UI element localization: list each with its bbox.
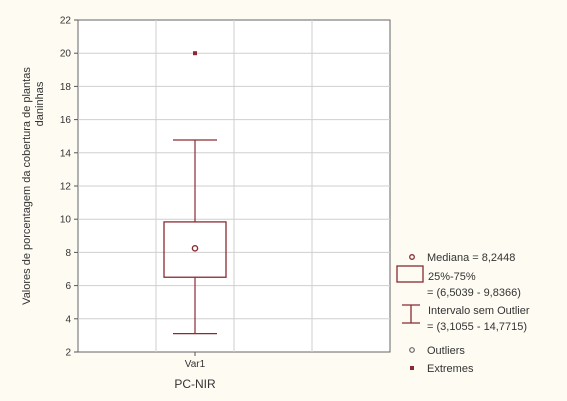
x-tick-label: Var1	[185, 359, 206, 370]
legend-label: 25%-75%	[428, 271, 476, 283]
y-tick-label: 6	[65, 281, 71, 292]
legend-extreme-marker	[410, 366, 414, 370]
legend-label: = (6,5039 - 9,8366)	[427, 287, 521, 299]
legend-outlier-marker	[409, 347, 415, 353]
legend-median-marker	[409, 254, 415, 260]
y-tick-label: 12	[60, 182, 72, 193]
y-tick-label: 20	[60, 49, 72, 60]
y-tick-label: 4	[65, 314, 71, 325]
legend-box-marker	[396, 265, 424, 283]
y-tick-label: 18	[60, 82, 72, 93]
y-tick-label: 2	[65, 348, 71, 359]
legend: Mediana = 8,2448 25%-75% = (6,5039 - 9,836…	[396, 252, 530, 375]
y-tick-label: 22	[60, 16, 72, 27]
legend-label: Outliers	[427, 345, 465, 357]
y-axis-label-line-1: Valores de porcentagem da cobertura de p…	[21, 67, 33, 305]
median-marker	[191, 245, 199, 252]
legend-label: Mediana = 8,2448	[427, 252, 515, 264]
x-axis: Var1	[185, 352, 206, 370]
extreme-point	[193, 51, 197, 56]
y-tick-label: 14	[60, 148, 72, 159]
legend-label: = (3,1055 - 14,7715)	[427, 321, 527, 333]
grid-lines	[78, 20, 390, 352]
y-tick-label: 8	[65, 248, 71, 259]
y-tick-label: 10	[60, 215, 72, 226]
y-axis-label-line-2: daninhas	[34, 81, 46, 126]
y-axis: 2 4 6 8 10 12 14 16 18 20 22	[60, 16, 78, 359]
legend-label: Extremes	[427, 363, 474, 375]
iqr-box	[163, 221, 227, 278]
legend-label: Intervalo sem Outlier	[428, 305, 530, 317]
box-series	[163, 51, 227, 335]
x-axis-label: PC-NIR	[174, 377, 216, 391]
legend-whisker-marker	[402, 304, 420, 324]
y-tick-label: 16	[60, 115, 72, 126]
